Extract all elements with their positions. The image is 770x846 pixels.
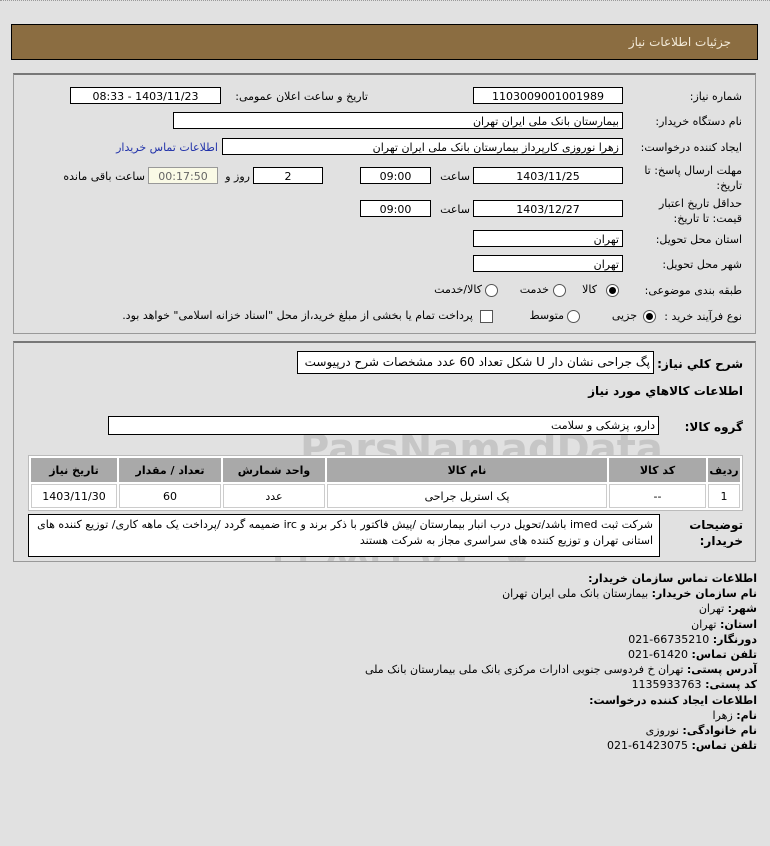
group-field: دارو، پزشکی و سلامت	[108, 416, 659, 435]
name-value: زهرا	[712, 708, 733, 722]
process-medium-label: متوسط	[529, 309, 564, 322]
notes-label: توضیحات	[689, 518, 743, 532]
org-value: بیمارستان بانک ملی ایران تهران	[502, 587, 649, 601]
validity-time-label: ساعت	[440, 203, 470, 216]
name-label: نام:	[736, 708, 757, 722]
summary-field: پگ جراحی نشان دار U شکل تعداد 60 عدد مشخ…	[297, 351, 654, 374]
col-unit: واحد شمارش	[223, 458, 325, 482]
process-minor-label: جزیی	[611, 309, 637, 322]
province-value: تهران	[691, 617, 717, 631]
family-value: نوروزی	[645, 724, 679, 738]
deadline-time-field: 09:00	[360, 167, 431, 184]
announce-field: 1403/11/23 - 08:33	[70, 87, 221, 104]
province-field: تهران	[473, 230, 623, 247]
process-label: نوع فرآیند خرید :	[664, 310, 742, 323]
validity-label: حداقل تاریخ اعتبار	[658, 197, 742, 210]
table-row: 1 -- پک استریل جراحی عدد 60 1403/11/30	[31, 484, 740, 508]
cell-unit: عدد	[223, 484, 325, 508]
category-service-label: خدمت	[519, 283, 549, 296]
col-date: تاریخ نیاز	[31, 458, 117, 482]
col-qty: تعداد / مقدار	[119, 458, 221, 482]
cell-row: 1	[708, 484, 740, 508]
creator-phone-value: 61423075-021	[607, 739, 689, 753]
buyer-contact-link[interactable]: اطلاعات تماس خریدار	[116, 141, 218, 154]
family-label: نام خانوادگی:	[682, 724, 757, 738]
city-value: تهران	[698, 602, 725, 616]
page-header: جزئیات اطلاعات نیاز	[11, 24, 758, 60]
col-row: ردیف	[708, 458, 740, 482]
phone-value: 61420-021	[628, 648, 689, 662]
category-goods-radio[interactable]	[606, 284, 619, 297]
announce-label: تاریخ و ساعت اعلان عمومی:	[235, 90, 368, 103]
postal-value: 1135933763	[631, 678, 702, 692]
creator-field: زهرا نوروزی کارپرداز بیمارستان بانک ملی …	[222, 138, 623, 155]
process-minor-radio[interactable]	[643, 310, 656, 323]
group-label: گروه کالا:	[684, 420, 743, 434]
deadline-label-2: تاریخ:	[716, 179, 742, 192]
need-number-label: شماره نیاز:	[689, 90, 742, 103]
days-label: روز و	[225, 170, 250, 183]
goods-title: اطلاعات کالاهاي مورد نياز	[588, 384, 743, 398]
creator-title: اطلاعات ایجاد کننده درخواست:	[589, 693, 757, 707]
category-goods-service-label: کالا/خدمت	[434, 283, 482, 296]
validity-label-2: قیمت: تا تاریخ:	[673, 212, 742, 225]
deadline-time-label: ساعت	[440, 170, 470, 183]
contact-title: اطلاعات تماس سازمان خریدار:	[588, 572, 757, 585]
contact-info: اطلاعات تماس سازمان خریدار: نام سازمان خ…	[365, 571, 757, 753]
cell-name: پک استریل جراحی	[327, 484, 607, 508]
validity-date-field: 1403/12/27	[473, 200, 623, 217]
need-number-field: 1103009001001989	[473, 87, 623, 104]
phone-label: تلفن تماس:	[691, 648, 757, 662]
remaining-label: ساعت باقی مانده	[63, 170, 145, 183]
page-title: جزئیات اطلاعات نیاز	[628, 35, 731, 49]
remaining-time-field: 00:17:50	[148, 167, 218, 184]
fax-label: دورنگار:	[712, 632, 757, 646]
cell-date: 1403/11/30	[31, 484, 117, 508]
address-label: آدرس پستی:	[686, 663, 757, 677]
notes-label-2: خریدار:	[699, 534, 743, 548]
address-value: تهران خ فردوسی جنوبی ادارات مرکزی بانک م…	[365, 663, 684, 677]
postal-label: کد پستی:	[705, 678, 757, 692]
category-goods-service-radio[interactable]	[485, 284, 498, 297]
category-service-radio[interactable]	[553, 284, 566, 297]
city-field: تهران	[473, 255, 623, 272]
treasury-checkbox[interactable]	[480, 310, 493, 323]
validity-time-field: 09:00	[360, 200, 431, 217]
deadline-label: مهلت ارسال پاسخ: تا	[644, 164, 742, 177]
summary-label: شرح کلي نياز:	[657, 357, 743, 371]
process-medium-radio[interactable]	[567, 310, 580, 323]
city-label: شهر:	[727, 602, 757, 616]
notes-field: شرکت ثبت imed باشد/تحویل درب انبار بیمار…	[28, 514, 660, 557]
col-name: نام کالا	[327, 458, 607, 482]
deadline-date-field: 1403/11/25	[473, 167, 623, 184]
buyer-label: نام دستگاه خریدار:	[655, 115, 742, 128]
city-label: شهر محل تحویل:	[662, 258, 742, 271]
fax-value: 66735210-021	[628, 632, 710, 646]
creator-label: ایجاد کننده درخواست:	[640, 141, 742, 154]
creator-phone-label: تلفن تماس:	[691, 739, 757, 753]
category-goods-label: کالا	[582, 283, 597, 296]
province-label: استان:	[720, 617, 757, 631]
goods-table: ردیف کد کالا نام کالا واحد شمارش تعداد /…	[28, 455, 743, 511]
cell-qty: 60	[119, 484, 221, 508]
treasury-label: پرداخت تمام یا بخشی از مبلغ خرید،از محل …	[122, 309, 473, 322]
category-label: طبقه بندی موضوعی:	[644, 284, 742, 297]
org-label: نام سازمان خریدار:	[651, 587, 757, 601]
col-code: کد کالا	[609, 458, 706, 482]
cell-code: --	[609, 484, 706, 508]
days-field: 2	[253, 167, 323, 184]
buyer-field: بیمارستان بانک ملی ایران تهران	[173, 112, 623, 129]
province-label: استان محل تحویل:	[655, 233, 742, 246]
